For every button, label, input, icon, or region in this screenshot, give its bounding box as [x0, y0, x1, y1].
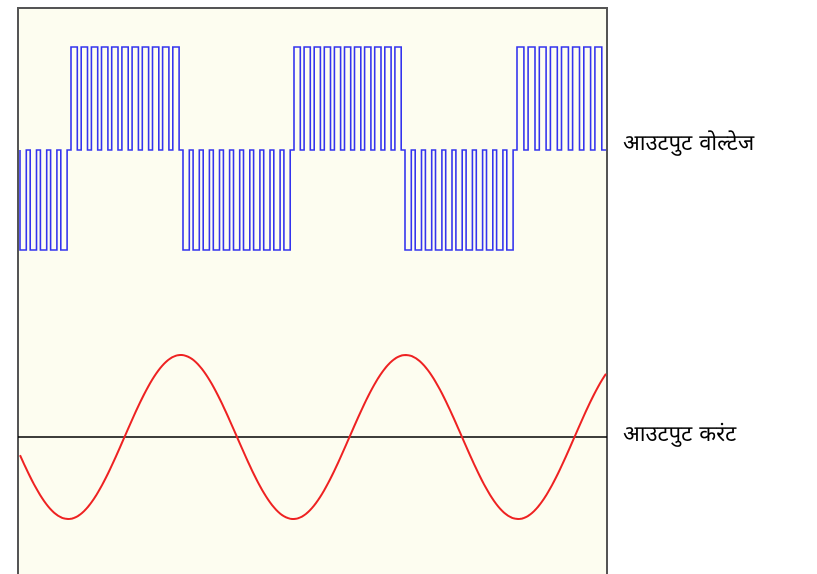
voltage-pulse-train	[19, 46, 606, 251]
output-voltage-waveform	[19, 46, 606, 251]
output-current-label: आउटपुट करंट	[623, 422, 737, 447]
output-voltage-label: आउटपुट वोल्टेज	[623, 131, 755, 156]
plot-background	[17, 7, 608, 574]
output-current-waveform	[19, 353, 607, 521]
